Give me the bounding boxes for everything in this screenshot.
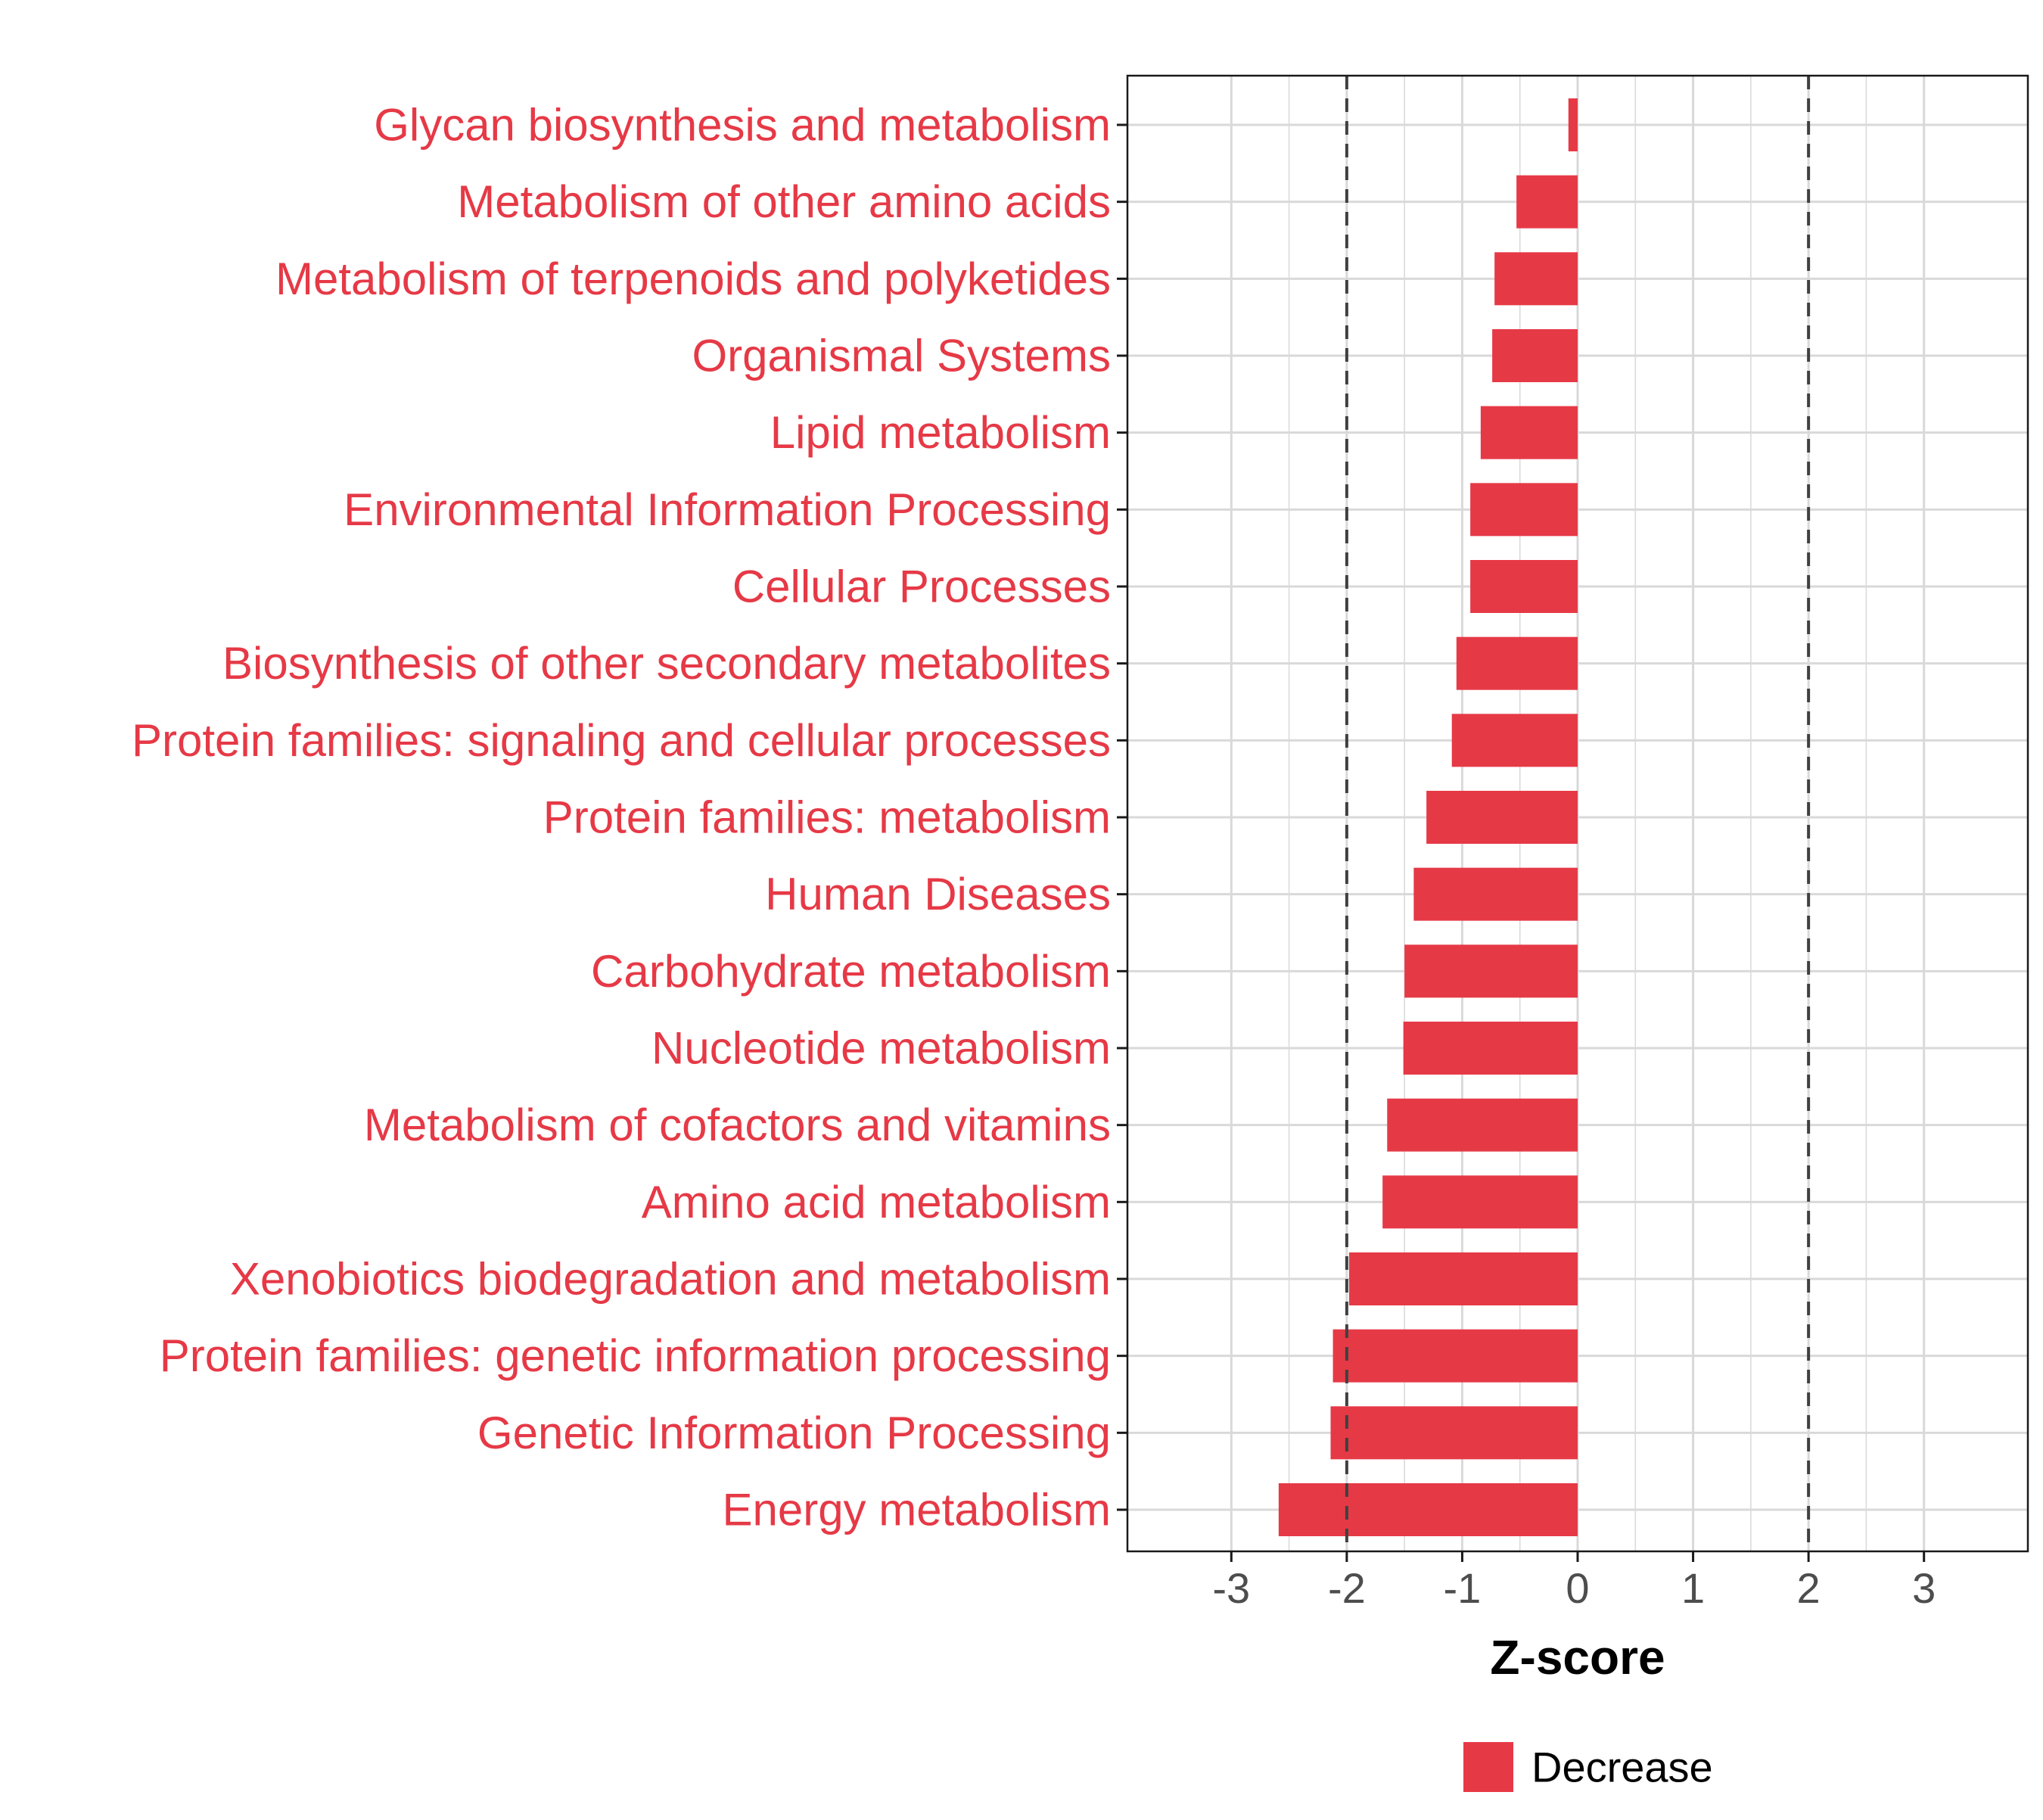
y-tick-label: Genetic Information Processing: [477, 1408, 1111, 1458]
bar-7: [1456, 636, 1578, 690]
bar-4: [1480, 406, 1578, 459]
bars: [1278, 98, 1578, 1536]
x-tick-label: 0: [1566, 1564, 1589, 1612]
bar-1: [1516, 175, 1578, 229]
x-axis-title: Z-score: [1490, 1630, 1665, 1685]
x-tick-label: 3: [1912, 1564, 1936, 1612]
bar-0: [1568, 98, 1578, 151]
reference-lines: [1345, 76, 1811, 1551]
bar-10: [1413, 867, 1578, 921]
y-axis: Glycan biosynthesis and metabolism Metabo…: [132, 100, 1127, 1535]
bar-2: [1494, 252, 1578, 306]
bar-8: [1451, 714, 1578, 767]
x-tick-label: -1: [1444, 1564, 1482, 1612]
legend-label-decrease: Decrease: [1531, 1744, 1713, 1791]
x-tick-label: 2: [1797, 1564, 1821, 1612]
y-tick-label: Lipid metabolism: [770, 407, 1111, 458]
y-tick-label: Glycan biosynthesis and metabolism: [374, 100, 1111, 151]
legend-swatch-decrease: [1463, 1742, 1513, 1792]
y-tick-label: Metabolism of other amino acids: [457, 176, 1111, 227]
x-tick-label: 1: [1681, 1564, 1705, 1612]
y-tick-label: Biosynthesis of other secondary metaboli…: [222, 638, 1111, 689]
y-tick-label: Human Diseases: [765, 869, 1111, 919]
bar-15: [1348, 1252, 1578, 1305]
y-tick-label: Xenobiotics biodegradation and metabolis…: [230, 1254, 1111, 1305]
y-tick-label: Metabolism of cofactors and vitamins: [364, 1100, 1111, 1150]
y-tick-label: Nucleotide metabolism: [651, 1023, 1111, 1074]
y-tick-label: Amino acid metabolism: [642, 1177, 1111, 1227]
bar-18: [1278, 1483, 1578, 1536]
y-tick-label: Carbohydrate metabolism: [591, 946, 1111, 997]
y-tick-label: Metabolism of terpenoids and polyketides: [275, 254, 1111, 304]
bar-9: [1426, 791, 1578, 844]
y-tick-label: Organismal Systems: [692, 331, 1111, 381]
bar-6: [1470, 560, 1578, 613]
y-tick-label: Cellular Processes: [732, 562, 1111, 612]
y-tick-label: Protein families: genetic information pr…: [160, 1330, 1111, 1381]
y-tick-label: Protein families: metabolism: [543, 792, 1111, 843]
bar-12: [1403, 1022, 1578, 1075]
x-tick-label: -2: [1328, 1564, 1366, 1612]
y-tick-label: Environmental Information Processing: [344, 484, 1111, 535]
bar-14: [1382, 1175, 1578, 1229]
x-tick-label: -3: [1212, 1564, 1250, 1612]
bar-16: [1332, 1329, 1578, 1383]
bar-11: [1404, 944, 1578, 998]
x-axis: -3 -2 -1 0 1 2 3: [1212, 1551, 1936, 1612]
bar-17: [1330, 1406, 1578, 1460]
legend: Decrease: [1463, 1742, 1713, 1792]
y-tick-label: Energy metabolism: [722, 1485, 1111, 1535]
y-tick-label: Protein families: signaling and cellular…: [132, 715, 1111, 766]
bar-13: [1387, 1098, 1578, 1152]
bar-3: [1492, 329, 1578, 382]
bar-5: [1470, 483, 1578, 537]
